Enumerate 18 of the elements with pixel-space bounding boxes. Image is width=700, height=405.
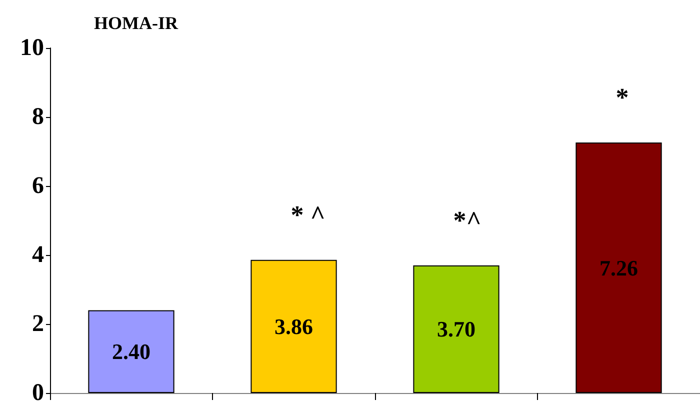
annotation: * <box>616 83 629 112</box>
y-tick-label: 8 <box>32 104 44 130</box>
y-tick-label: 2 <box>32 311 44 337</box>
y-tick-label: 0 <box>32 380 44 405</box>
data-label: 7.26 <box>600 255 638 280</box>
data-label: 3.70 <box>437 316 476 342</box>
y-axis-title: HOMA-IR <box>94 13 179 33</box>
bar <box>88 310 174 393</box>
data-label: 3.86 <box>274 314 313 339</box>
y-tick-label: 4 <box>32 242 44 268</box>
bar <box>413 265 500 393</box>
bar <box>250 260 337 393</box>
annotation: * ^ <box>290 200 326 230</box>
y-tick-label: 10 <box>20 35 44 61</box>
y-tick-label: 6 <box>32 173 44 199</box>
data-label: 2.40 <box>112 339 150 364</box>
annotation: *^ <box>453 206 482 235</box>
bar <box>576 142 662 393</box>
